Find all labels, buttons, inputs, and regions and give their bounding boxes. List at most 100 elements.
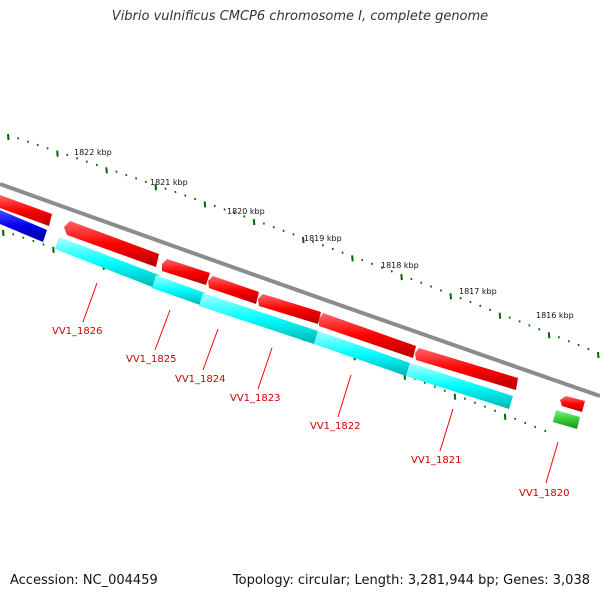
scale-tick-upper [272,225,275,229]
scale-tick-upper [135,177,138,180]
scale-tick-upper [449,293,452,300]
kbp-label-1817: 1817 kbp [459,287,497,296]
label-leaders [82,282,559,484]
scale-tick-upper [439,289,442,292]
scale-tick-upper [557,336,560,339]
scale-tick-upper [508,316,511,319]
scale-tick-upper [164,187,167,190]
scale-tick-upper [479,304,482,308]
scale-tick-upper [252,218,256,226]
scale-tick-lower [423,381,426,384]
map-title: Vibrio vulnificus CMCP6 chromosome I, co… [111,9,489,24]
scale-tick-lower [484,405,487,408]
leader-vv1-1826 [82,282,98,323]
leader-vv1-1821 [439,408,454,452]
scale-tick-lower [52,246,55,253]
kbp-label-1818: 1818 kbp [381,261,419,270]
gene-feature-vv1-1826[interactable] [55,237,159,288]
scale-tick-lower [12,233,15,236]
scale-tick-lower [514,417,517,421]
cds-feature-vv1-1824[interactable] [208,276,259,304]
scale-tick-upper [144,180,147,184]
cds-feature-vv1-1825[interactable] [162,259,210,285]
scale-tick-lower [534,425,537,429]
gene-feature-vv1-1825[interactable] [152,275,205,305]
gene-label-vv1-1826[interactable]: VV1_1826 [52,326,103,337]
blue-feature-left[interactable] [0,210,47,242]
scale-tick-lower [433,385,436,388]
scale-tick-upper [321,244,324,247]
scale-tick-upper [282,229,285,232]
gene-feature-vv1-1822[interactable] [406,363,513,409]
gene-feature-vv1-1823[interactable] [314,331,410,376]
cds-feature-vv1-1826[interactable] [64,221,159,267]
scale-tick-upper [7,133,10,141]
scale-tick-upper [390,270,393,273]
cds-feature-vv1-1820[interactable] [560,396,585,412]
scale-tick-upper [233,211,236,215]
scale-tick-upper [56,150,59,157]
scale-tick-lower [473,401,477,404]
scale-tick-upper [36,143,39,147]
gene-feature-vv1-1824[interactable] [199,293,318,344]
cds-feature-left[interactable] [0,195,52,226]
genome-backbone [0,182,600,398]
scale-tick-upper [203,201,207,208]
scale-tick-upper [125,173,128,177]
gene-label-vv1-1822[interactable]: VV1_1822 [310,421,361,432]
scale-tick-upper [410,277,413,281]
scale-tick-upper [489,308,492,311]
scale-tick-upper [85,160,88,163]
scale-tick-upper [538,328,541,331]
scale-tick-upper [547,332,551,339]
scale-labels: 1822 kbp 1821 kbp 1820 kbp 1819 kbp 1818… [74,148,574,320]
scale-tick-upper [371,262,374,266]
scale-tick-upper [292,233,295,236]
cds-feature-vv1-1821[interactable] [415,348,518,390]
scale-tick-upper [341,251,344,254]
scale-tick-upper [587,347,590,351]
scale-tick-upper [262,222,265,225]
scale-tick-upper [154,184,157,191]
kbp-label-1816: 1816 kbp [536,311,574,320]
scale-tick-upper [528,324,531,327]
scale-tick-lower [453,393,457,400]
scale-tick-upper [351,255,354,262]
cds-feature-vv1-1822[interactable] [319,313,416,358]
gene-label-vv1-1823[interactable]: VV1_1823 [230,393,281,404]
kbp-label-1819: 1819 kbp [304,234,342,243]
scale-tick-upper [459,296,462,300]
leader-vv1-1824 [202,328,219,371]
scale-tick-lower [544,429,547,433]
scale-tick-lower [503,413,507,420]
gene-label-vv1-1824[interactable]: VV1_1824 [175,374,226,385]
scale-tick-upper [302,236,305,244]
scale-tick-upper [17,137,20,140]
genome-summary-text: Topology: circular; Length: 3,281,944 bp… [232,573,590,588]
scale-tick-upper [115,170,118,173]
accession-text: Accession: NC_004459 [10,573,158,588]
scale-tick-lower [22,236,25,239]
scale-tick-upper [312,240,315,243]
scale-tick-upper [420,281,423,284]
scale-tick-lower [524,421,527,425]
scale-tick-upper [213,204,216,208]
scale-tick-upper [174,190,177,194]
scale-tick-lower [494,409,497,412]
gene-label-vv1-1821[interactable]: VV1_1821 [411,455,462,466]
leader-vv1-1822 [337,374,352,418]
cds-feature-vv1-1823[interactable] [258,294,321,324]
rna-feature-vv1-1820[interactable] [553,410,580,429]
gene-label-vv1-1820[interactable]: VV1_1820 [519,488,570,499]
kbp-label-1822: 1822 kbp [74,148,112,157]
gene-label-vv1-1825[interactable]: VV1_1825 [126,354,177,365]
kbp-label-1821: 1821 kbp [150,178,188,187]
scale-tick-lower [443,389,446,392]
scale-tick-upper [331,247,334,251]
scale-tick-upper [577,343,580,347]
scale-tick-upper [66,153,69,157]
scale-tick-upper [105,167,108,174]
scale-tick-lower [32,239,35,243]
scale-tick-upper [380,266,383,269]
